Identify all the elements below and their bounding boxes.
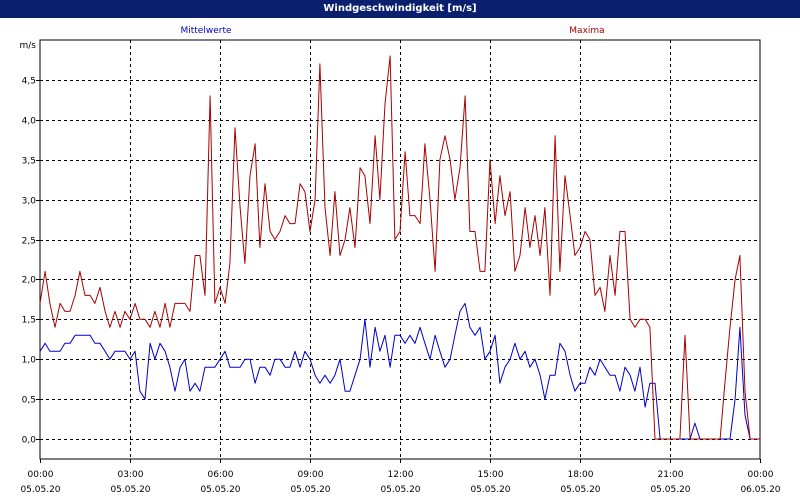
y-tick-label: 0,0 bbox=[22, 436, 37, 446]
x-tick-date-label: 05.05.20 bbox=[470, 485, 510, 495]
x-tick-time-label: 21:00 bbox=[658, 470, 684, 480]
legend-label-mittelwerte: Mittelwerte bbox=[180, 26, 231, 36]
x-tick-date-label: 05.05.20 bbox=[290, 485, 330, 495]
x-tick-time-label: 18:00 bbox=[568, 470, 594, 480]
y-axis-label: m/s bbox=[20, 41, 37, 51]
x-tick-time-label: 00:00 bbox=[28, 470, 54, 480]
y-tick-label: 4,5 bbox=[22, 77, 36, 87]
x-tick-date-label: 06.05.20 bbox=[740, 485, 780, 495]
grid-layer bbox=[40, 40, 760, 459]
wind-speed-chart: 0,0 0,5 1,0 1,5 2,0 2,5 3,0 3,5 4,0 4,5 m/s 00:00 05… bbox=[20, 26, 781, 495]
series-line-maxima bbox=[39, 55, 760, 440]
y-tick-label: 4,0 bbox=[22, 117, 37, 127]
y-tick-label: 0,5 bbox=[22, 396, 36, 406]
series-line-mittelwerte bbox=[39, 302, 760, 440]
x-tick-time-label: 06:00 bbox=[208, 470, 234, 480]
y-tick-label: 1,5 bbox=[22, 316, 36, 326]
chart-title: Windgeschwindigkeit [m/s] bbox=[0, 0, 800, 18]
series-layer bbox=[39, 55, 760, 440]
x-tick-time-label: 03:00 bbox=[118, 470, 144, 480]
x-tick-date-label: 05.05.20 bbox=[650, 485, 690, 495]
x-tick-time-label: 12:00 bbox=[388, 470, 414, 480]
x-tick-date-label: 05.05.20 bbox=[380, 485, 420, 495]
x-tick-date-label: 05.05.20 bbox=[110, 485, 150, 495]
y-tick-label: 3,0 bbox=[22, 197, 37, 207]
x-tick-date-label: 05.05.20 bbox=[200, 485, 240, 495]
legend-label-maxima: Maxima bbox=[569, 26, 604, 36]
x-tick-time-label: 09:00 bbox=[298, 470, 324, 480]
x-tick-time-label: 00:00 bbox=[748, 470, 774, 480]
x-tick-time-label: 15:00 bbox=[478, 470, 504, 480]
x-tick-date-label: 05.05.20 bbox=[560, 485, 600, 495]
legend-layer: Mittelwerte Maxima bbox=[180, 26, 604, 36]
y-tick-label: 2,5 bbox=[22, 237, 36, 247]
y-tick-label: 3,5 bbox=[22, 157, 36, 167]
y-tick-label: 2,0 bbox=[22, 276, 37, 286]
axes-layer: 0,0 0,5 1,0 1,5 2,0 2,5 3,0 3,5 4,0 4,5 m/s 00:00 05… bbox=[20, 39, 781, 495]
y-tick-label: 1,0 bbox=[22, 356, 37, 366]
x-tick-date-label: 05.05.20 bbox=[20, 485, 60, 495]
